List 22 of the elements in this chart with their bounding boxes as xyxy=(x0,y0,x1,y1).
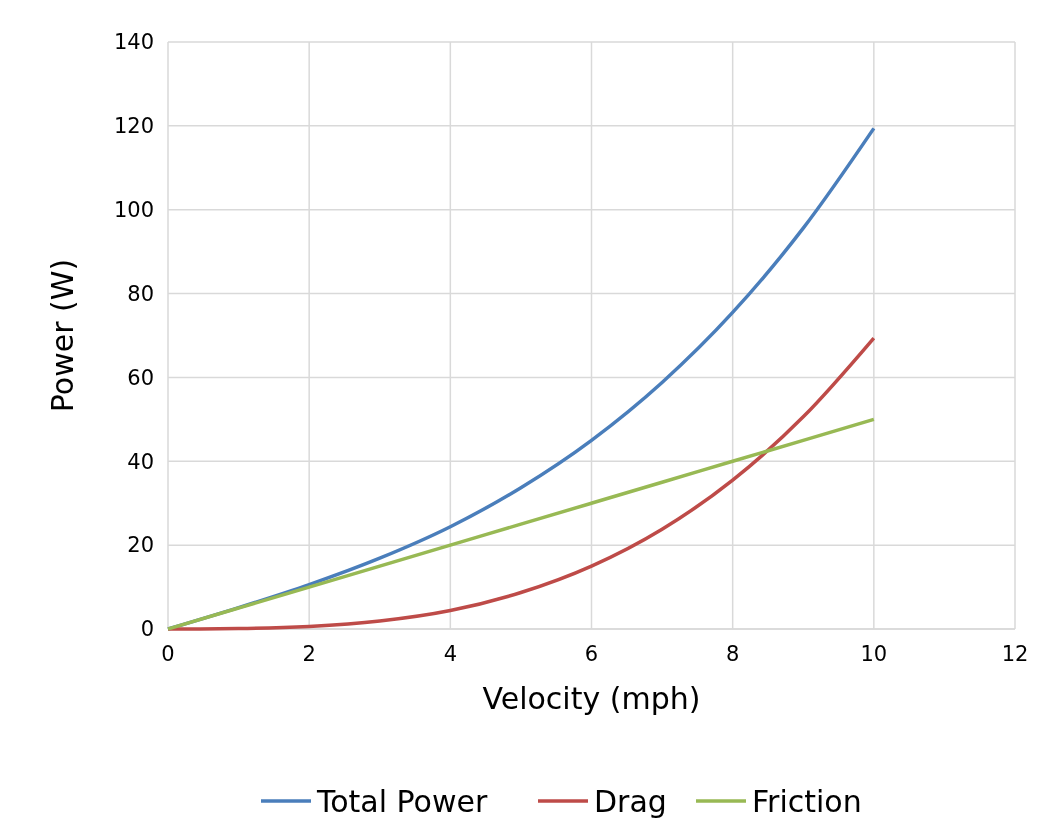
legend-label: Drag xyxy=(594,783,667,819)
y-tick-label: 100 xyxy=(113,198,154,223)
y-tick-label: 80 xyxy=(127,281,154,306)
y-tick-label: 120 xyxy=(113,114,154,139)
line-series xyxy=(166,417,876,631)
line-series xyxy=(166,336,876,631)
legend-label: Total Power xyxy=(316,783,488,819)
x-tick-label: 2 xyxy=(302,642,316,666)
x-axis-title: Velocity (mph) xyxy=(482,681,701,716)
x-tick-label: 0 xyxy=(161,642,175,666)
y-tick-label: 20 xyxy=(127,533,154,558)
legend-label: Friction xyxy=(752,783,862,819)
y-tick-label: 60 xyxy=(127,365,154,390)
x-tick-label: 4 xyxy=(443,642,458,666)
y-tick-label: 140 xyxy=(113,30,154,55)
y-axis-title: Power (W) xyxy=(45,258,80,413)
y-tick-label: 40 xyxy=(127,449,154,474)
x-tick-label: 8 xyxy=(725,642,740,666)
x-tick-label: 10 xyxy=(860,642,888,666)
x-tick-label: 6 xyxy=(584,642,599,666)
x-tick-label: 12 xyxy=(1001,642,1029,666)
y-tick-label: 0 xyxy=(140,617,154,642)
